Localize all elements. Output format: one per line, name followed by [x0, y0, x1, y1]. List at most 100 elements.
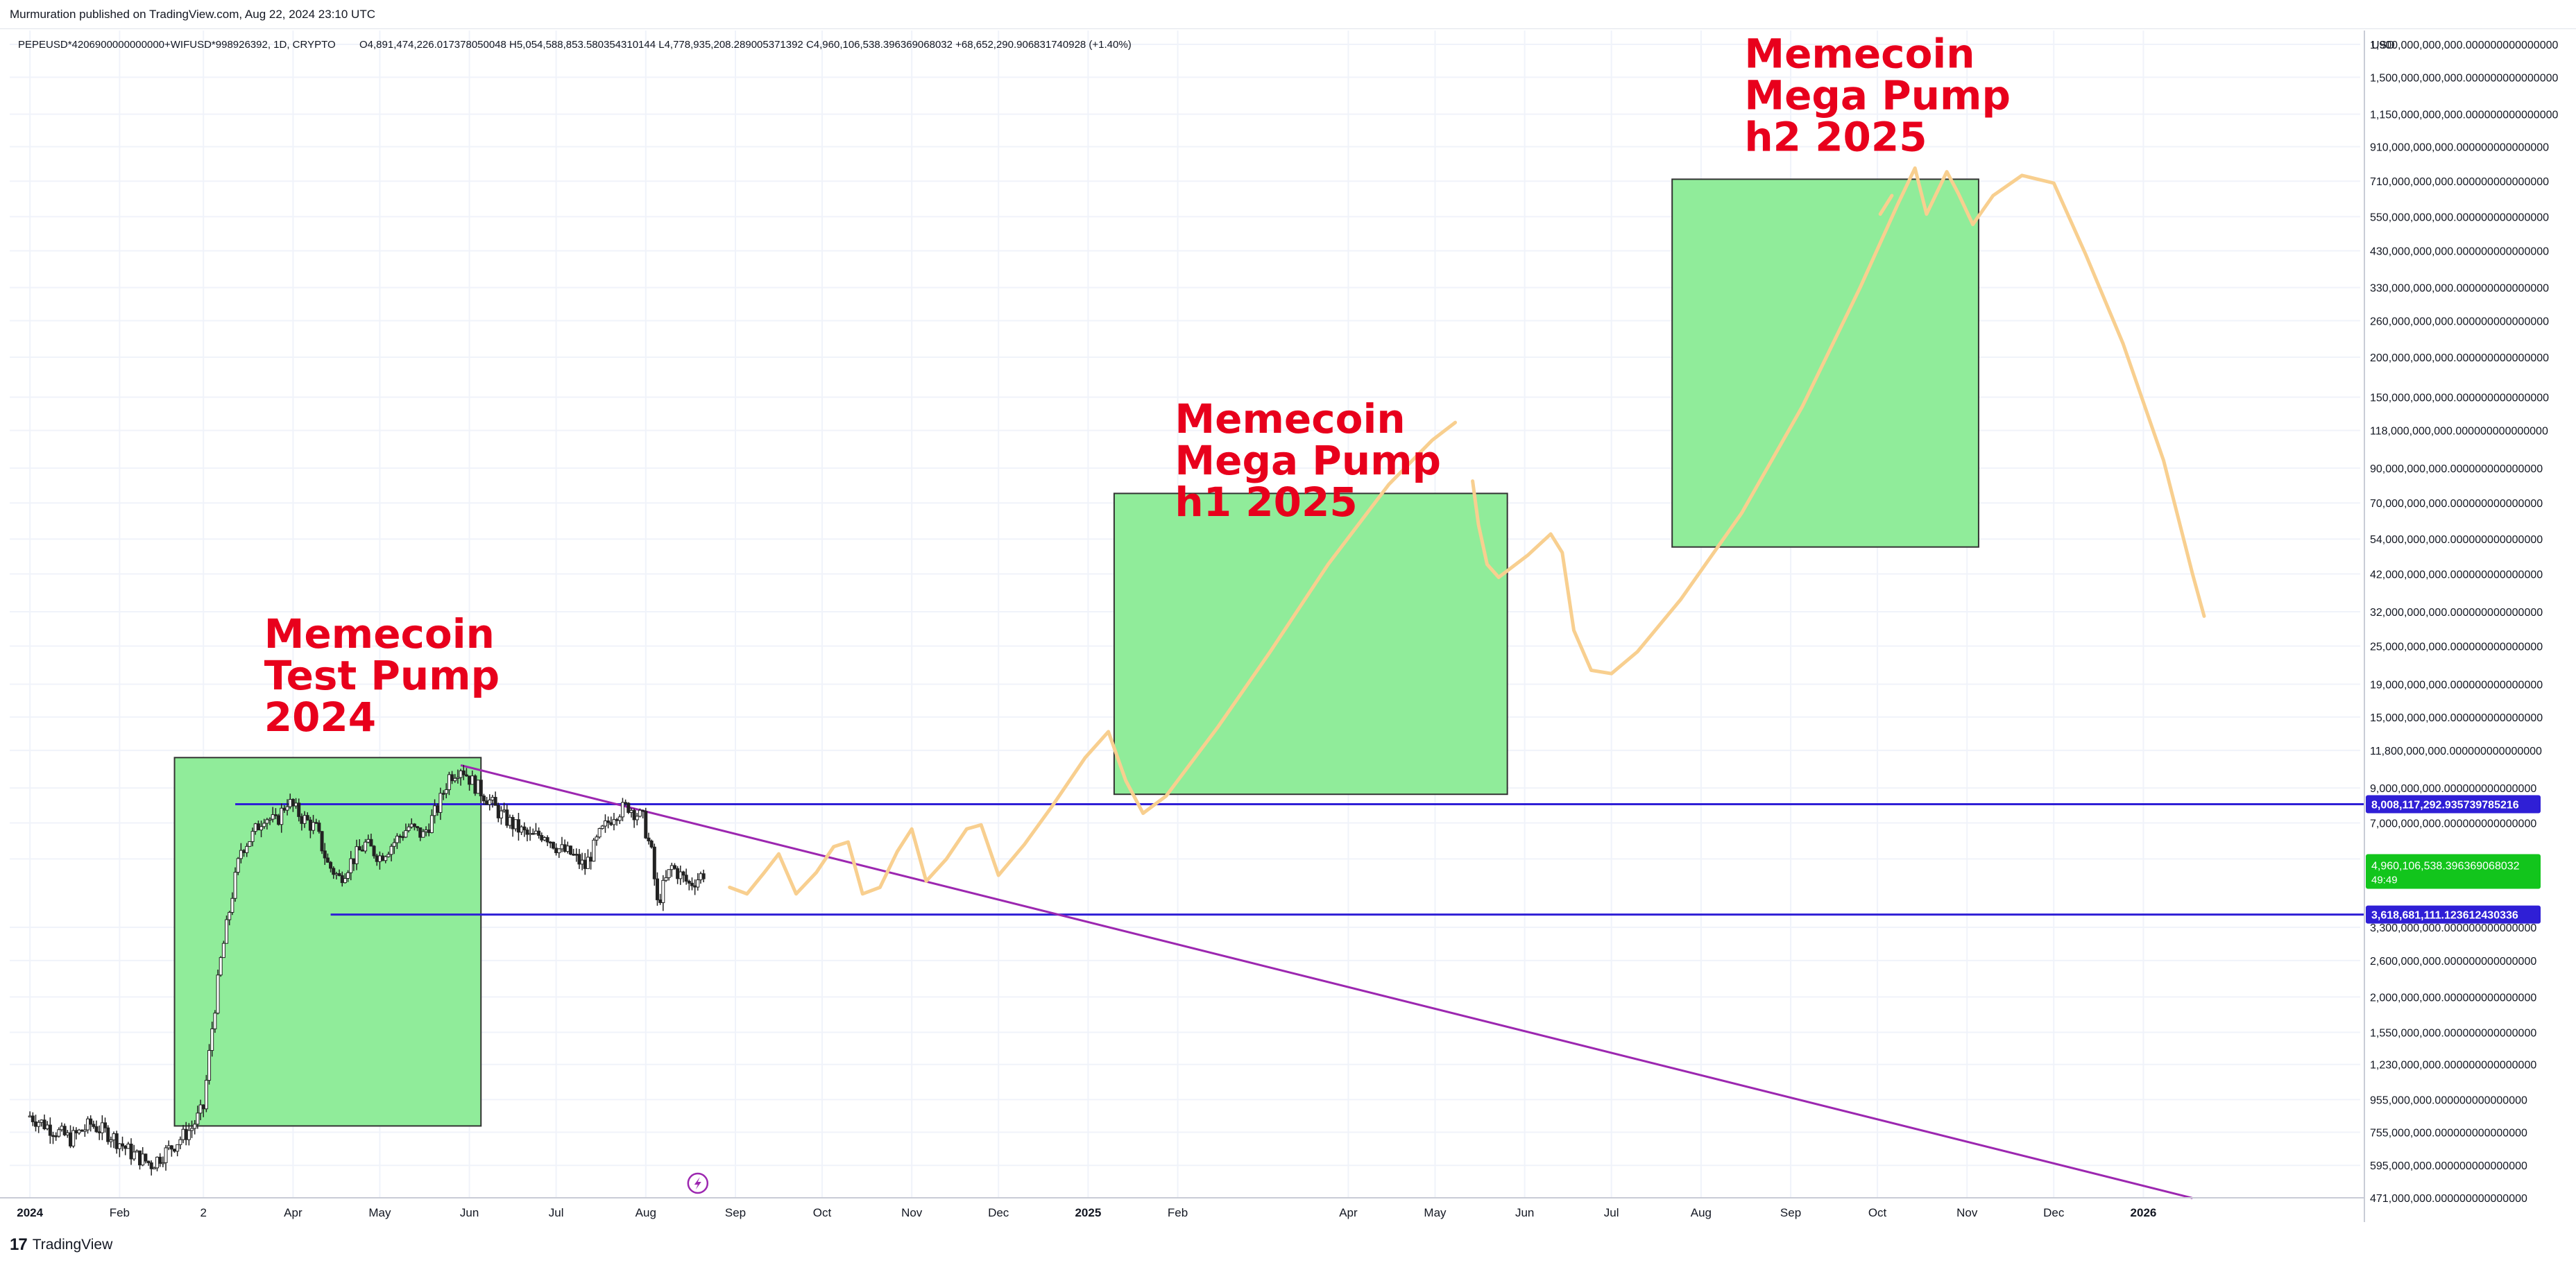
- last-price-label: 4,960,106,538.396369068032: [2371, 860, 2520, 872]
- candle: [617, 816, 622, 821]
- candle: [418, 827, 423, 838]
- time-tick-label: Dec: [2043, 1206, 2065, 1219]
- candle: [565, 845, 570, 852]
- candle: [48, 1124, 52, 1136]
- candle: [250, 831, 255, 842]
- candle: [320, 831, 324, 852]
- candle: [586, 857, 590, 869]
- candle: [531, 833, 535, 835]
- time-tick-label: Apr: [1339, 1206, 1358, 1219]
- candle: [242, 850, 246, 853]
- candle: [667, 869, 671, 878]
- candle: [297, 802, 301, 817]
- candle: [37, 1122, 41, 1127]
- candle: [441, 793, 445, 795]
- candle: [34, 1121, 38, 1127]
- candle: [537, 830, 541, 836]
- candle: [429, 815, 434, 834]
- candle: [216, 974, 220, 1014]
- candle: [92, 1124, 96, 1127]
- price-tick-label: 471,000,000.000000000000000: [2370, 1193, 2527, 1205]
- candle: [548, 841, 552, 844]
- candle: [493, 797, 497, 806]
- candle: [228, 911, 232, 920]
- tradingview-logo-icon[interactable]: 17: [10, 1235, 28, 1254]
- candle: [178, 1139, 182, 1145]
- candle: [149, 1162, 153, 1169]
- candle: [369, 839, 373, 847]
- time-tick-label: Oct: [813, 1206, 832, 1219]
- candle: [690, 882, 694, 886]
- candle: [340, 875, 344, 884]
- candle: [577, 854, 581, 865]
- candle: [219, 957, 223, 976]
- candle: [112, 1133, 116, 1140]
- legend-symbol: PEPEUSD*4206900000000000+WIFUSD*99892639…: [18, 39, 336, 51]
- candle: [352, 858, 356, 864]
- candle: [337, 873, 341, 876]
- candle: [592, 839, 596, 862]
- candle: [54, 1135, 58, 1137]
- annotation-line: h1 2025: [1175, 479, 1357, 526]
- candle: [450, 774, 454, 782]
- price-tick-label: 32,000,000,000.000000000000000: [2370, 607, 2543, 619]
- annotation-line: Memecoin: [264, 610, 495, 658]
- candle: [60, 1126, 64, 1131]
- candle: [329, 861, 333, 869]
- time-tick-label: Sep: [1780, 1206, 1801, 1219]
- price-tick-label: 54,000,000,000.000000000000000: [2370, 534, 2543, 546]
- candle: [395, 836, 399, 843]
- time-tick-label: May: [368, 1206, 391, 1219]
- candle: [45, 1124, 49, 1130]
- candle: [288, 799, 292, 807]
- time-tick-label: Aug: [1691, 1206, 1712, 1219]
- candle: [520, 826, 524, 833]
- trendline: [460, 764, 2193, 1199]
- candle: [461, 770, 466, 775]
- projection-curve-1: [728, 420, 1458, 896]
- candle: [424, 830, 428, 832]
- candle: [280, 807, 284, 825]
- candle: [207, 1050, 212, 1081]
- candle: [138, 1150, 142, 1166]
- price-tick-label: 1,150,000,000,000.000000000000000: [2370, 110, 2558, 121]
- candle: [51, 1135, 56, 1137]
- candle: [580, 859, 584, 865]
- candle: [470, 775, 475, 785]
- candle: [271, 814, 275, 820]
- candle: [597, 828, 602, 838]
- candle: [407, 826, 411, 832]
- candle: [80, 1129, 84, 1132]
- candle: [357, 846, 361, 851]
- candle: [268, 818, 272, 821]
- price-tick-label: 910,000,000,000.000000000000000: [2370, 141, 2549, 153]
- projection-curve-hook: [1878, 194, 1894, 216]
- candle: [436, 805, 440, 813]
- price-tick-label: 595,000,000.000000000000000: [2370, 1160, 2527, 1172]
- candle: [464, 774, 468, 777]
- candle: [312, 822, 316, 831]
- candle: [528, 833, 532, 835]
- candle: [684, 875, 688, 882]
- candle: [346, 872, 350, 879]
- candle: [481, 796, 486, 802]
- candle: [563, 844, 567, 852]
- time-tick-label: 2026: [2131, 1206, 2157, 1219]
- candle: [638, 809, 642, 817]
- candle: [259, 826, 264, 831]
- candle: [204, 1080, 208, 1110]
- candle: [40, 1119, 44, 1123]
- price-tick-label: 200,000,000,000.000000000000000: [2370, 352, 2549, 364]
- candle: [609, 822, 613, 825]
- candle: [551, 841, 555, 849]
- candle: [652, 846, 656, 879]
- candle: [384, 856, 388, 861]
- time-tick-label: 2024: [17, 1206, 43, 1219]
- published-text: Murmuration published on TradingView.com…: [10, 8, 375, 21]
- candle: [701, 873, 706, 879]
- candle: [28, 1115, 32, 1117]
- time-tick-label: Jul: [1604, 1206, 1619, 1219]
- candle: [603, 820, 607, 827]
- tradingview-brand[interactable]: TradingView: [32, 1236, 113, 1253]
